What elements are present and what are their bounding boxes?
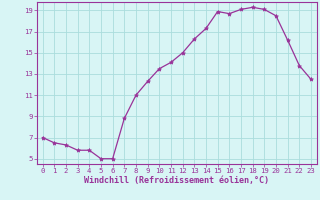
X-axis label: Windchill (Refroidissement éolien,°C): Windchill (Refroidissement éolien,°C)	[84, 176, 269, 185]
